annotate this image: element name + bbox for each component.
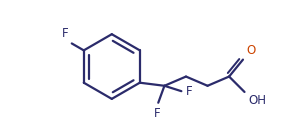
Text: F: F [186, 85, 193, 99]
Text: OH: OH [248, 94, 266, 107]
Text: F: F [154, 107, 161, 120]
Text: F: F [62, 27, 69, 40]
Text: O: O [246, 44, 255, 57]
